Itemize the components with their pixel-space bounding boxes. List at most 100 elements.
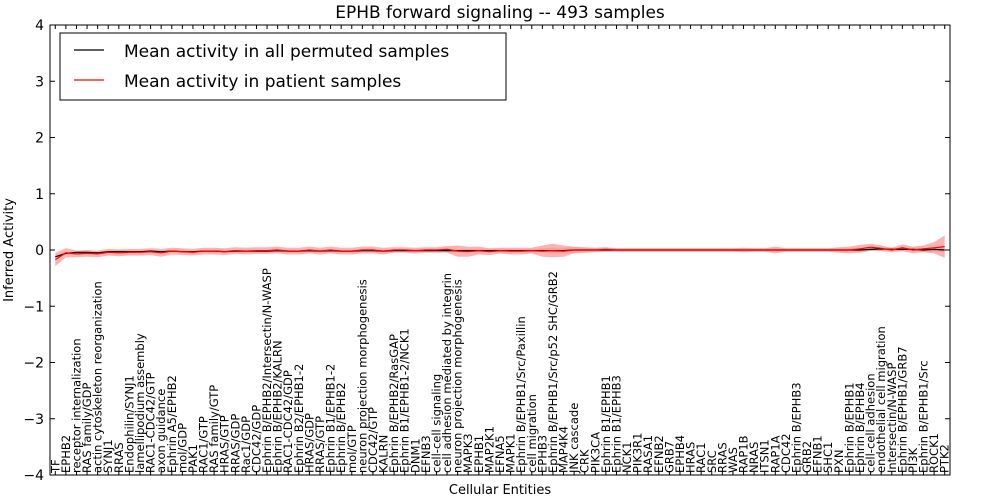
y-tick-label: −3 bbox=[23, 412, 44, 428]
y-tick-label: 2 bbox=[35, 131, 44, 147]
x-tick-label: Endophilin/SYNJ1 bbox=[122, 375, 136, 473]
x-tick-label: CDC42/GDP bbox=[250, 405, 264, 473]
x-tick-label: EPHB3 bbox=[535, 435, 549, 473]
x-tick-label: Ephrin B/EPHB2/KALRN bbox=[271, 340, 285, 473]
x-tick-label: Ephrin B1/EPHB3 bbox=[610, 375, 624, 473]
x-tick-label: actin cytoskeleton reorganization bbox=[91, 281, 105, 473]
chart-title: EPHB forward signaling -- 493 samples bbox=[335, 3, 665, 23]
x-tick-label: RAC1 bbox=[694, 442, 708, 473]
x-tick-label: HRAS/GTP bbox=[218, 415, 232, 473]
x-tick-label: EPHB1 bbox=[472, 435, 486, 473]
y-axis-ticks: −4 −3 −2 −1 0 1 2 3 4 bbox=[23, 18, 950, 484]
x-tick-label: EFNB3 bbox=[419, 435, 433, 473]
x-tick-label: Ephrin A5/EPHB2 bbox=[165, 375, 179, 473]
x-tick-label: Ephrin B1/EPHB1 bbox=[599, 375, 613, 473]
x-tick-label: RRAS bbox=[715, 442, 729, 473]
x-tick-label: PAK1 bbox=[186, 444, 200, 473]
x-tick-label: cell migration bbox=[525, 394, 539, 473]
x-tick-label: cell-cell adhesion bbox=[864, 373, 878, 473]
plot-frame bbox=[49, 24, 951, 476]
y-tick-label: 0 bbox=[35, 243, 44, 259]
x-tick-label: MAP2K1 bbox=[482, 426, 496, 473]
x-tick-label: CRK bbox=[578, 449, 592, 473]
x-tick-label: cell-cell signaling bbox=[430, 374, 444, 473]
x-tick-label: CDC42 bbox=[779, 433, 793, 473]
x-tick-label: neuron projection morphogenesis bbox=[355, 279, 369, 473]
x-tick-label: EPHB4 bbox=[673, 435, 687, 473]
x-tick-label: GRB2 bbox=[800, 441, 814, 473]
x-tick-label: CDC42/GTP bbox=[366, 407, 380, 473]
x-tick-label: ROCK1 bbox=[927, 433, 941, 473]
y-tick-label: 1 bbox=[35, 187, 44, 203]
x-tick-label: endothelial cell migration bbox=[874, 326, 888, 473]
x-tick-label: NRAS bbox=[747, 442, 761, 473]
x-tick-label: Intersectin/N-WASP bbox=[885, 363, 899, 473]
x-tick-label: PI3K bbox=[906, 447, 920, 473]
x-tick-label: PXN bbox=[832, 450, 846, 473]
x-tick-label: EFNA5 bbox=[493, 435, 507, 473]
series-lines bbox=[54, 246, 945, 261]
x-tick-label: EFNB1 bbox=[811, 435, 825, 473]
x-tick-label: TF bbox=[48, 459, 62, 474]
x-tick-label: axon guidance bbox=[154, 389, 168, 473]
x-tick-label: GRB7 bbox=[662, 441, 676, 473]
legend-box bbox=[59, 32, 507, 101]
legend-label-patient: Mean activity in patient samples bbox=[124, 72, 401, 92]
x-tick-label: Ephrin B/EPHB1/Src/p52 SHC/GRB2 bbox=[546, 271, 560, 473]
x-tick-label: JNK cascade bbox=[567, 403, 581, 474]
x-tick-label: Ephrin B/EPHB2/Intersectin/N-WASP bbox=[260, 268, 274, 473]
x-tick-label: RAC1-CDC42/GTP bbox=[144, 372, 158, 473]
x-tick-label: Ephrin B/EPHB1/GRB7 bbox=[895, 346, 909, 473]
x-tick-label: mol/GTP bbox=[345, 425, 359, 473]
x-tick-label: mol/GDP bbox=[175, 423, 189, 473]
legend: Mean activity in all permuted samples Me… bbox=[59, 32, 507, 101]
x-tick-label: Ephrin B/EPHB3 bbox=[790, 382, 804, 473]
x-tick-label: Ephrin B/EPHB2/RasGAP bbox=[387, 334, 401, 473]
x-tick-label: Rac1/GDP bbox=[239, 416, 253, 473]
y-axis-label: Inferred Activity bbox=[2, 198, 17, 302]
x-tick-label: RAS family/GTP bbox=[207, 385, 221, 473]
x-tick-label: Ephrin B/EPHB1/Src/Paxillin bbox=[514, 316, 528, 473]
y-tick-label: 4 bbox=[35, 18, 44, 34]
x-tick-label: RAS family/GDP bbox=[80, 383, 94, 473]
x-tick-label: RASA1 bbox=[641, 435, 655, 473]
x-tick-label: Ephrin B/EPHB4 bbox=[853, 382, 867, 473]
x-tick-label: MAPK3 bbox=[461, 433, 475, 473]
x-tick-label: EFNB2 bbox=[652, 435, 666, 473]
x-tick-label: receptor internalization bbox=[70, 338, 84, 473]
x-tick-label: SYNJ1 bbox=[101, 439, 115, 473]
x-tick-label: Ephrin B1/EPHB1-2 bbox=[324, 364, 338, 473]
x-tick-label: RRAS bbox=[112, 442, 126, 473]
x-tick-label: SHC1 bbox=[821, 442, 835, 473]
y-tick-label: −1 bbox=[23, 299, 44, 315]
y-tick-label: −4 bbox=[23, 468, 44, 484]
x-tick-label: RAC1-CDC42/GDP bbox=[281, 370, 295, 473]
x-tick-label: Ephrin B/EPHB2 bbox=[334, 382, 348, 473]
x-tick-label: ITSN1 bbox=[758, 439, 772, 473]
x-tick-label: Ephrin B/EPHB1/Src bbox=[917, 360, 931, 473]
x-tick-label: RAP1A bbox=[768, 435, 782, 473]
x-tick-label: MAPK1 bbox=[504, 433, 518, 473]
x-tick-label: neuron projection morphogenesis bbox=[451, 279, 465, 473]
x-tick-label: Ephrin B1/EPHB1-2/NCK1 bbox=[398, 328, 412, 473]
x-tick-label: WAS bbox=[726, 447, 740, 473]
x-tick-label: HRAS bbox=[684, 442, 698, 473]
y-tick-label: −2 bbox=[23, 356, 44, 372]
x-tick-label: RRAS/GDP bbox=[228, 414, 242, 473]
x-tick-label: EPHB2 bbox=[59, 435, 73, 473]
x-tick-label: NCK1 bbox=[620, 442, 634, 474]
x-tick-label: cell adhesion mediated by integrin bbox=[440, 273, 454, 473]
y-tick-label: 3 bbox=[35, 74, 44, 90]
x-tick-label: lamellipodium assembly bbox=[133, 333, 147, 473]
x-tick-label: HRAS/GDP bbox=[302, 413, 316, 473]
x-tick-label: RAP1B bbox=[737, 435, 751, 473]
x-tick-label: MAP4K4 bbox=[557, 426, 571, 473]
line-series-2 bbox=[54, 246, 945, 261]
x-tick-label: SRC bbox=[705, 450, 719, 473]
x-tick-label: PIK3R1 bbox=[631, 433, 645, 474]
legend-label-permuted: Mean activity in all permuted samples bbox=[124, 42, 449, 62]
x-tick-label: PIK3CA bbox=[588, 432, 602, 473]
x-axis-label: Cellular Entities bbox=[449, 483, 551, 498]
